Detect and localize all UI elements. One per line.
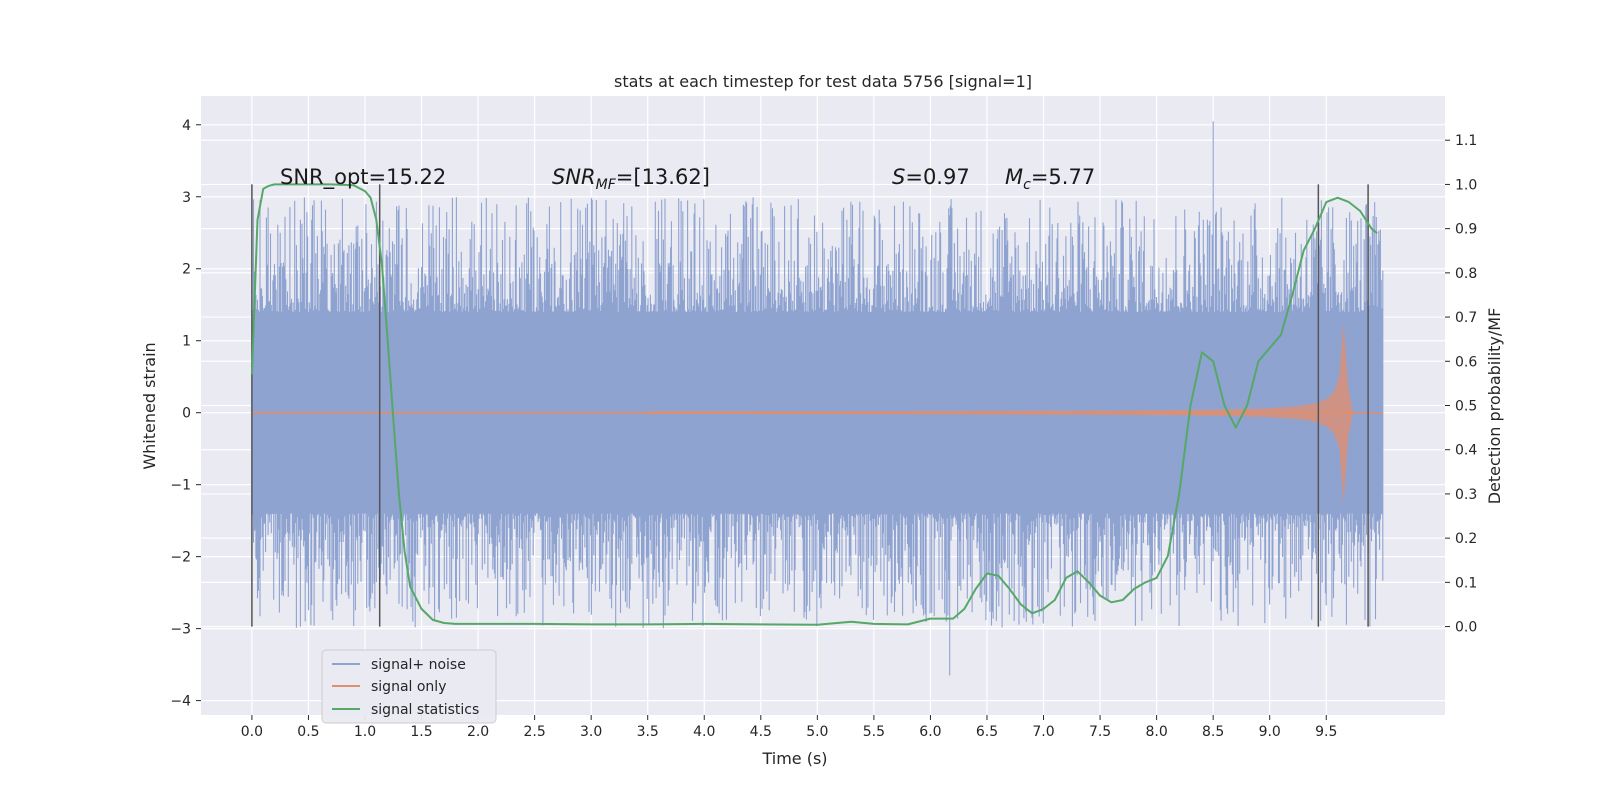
x-tick-label: 2.0 [467, 724, 489, 740]
statistics-line [250, 183, 1378, 626]
x-tick-label: 8.5 [1202, 724, 1224, 740]
y-right-tick-label: 1.1 [1455, 133, 1477, 149]
y-right-tick-label: 0.5 [1455, 399, 1477, 415]
y-tick-label: 1 [182, 334, 191, 350]
x-tick-label: 1.5 [410, 724, 432, 740]
x-tick-label: 8.0 [1145, 724, 1167, 740]
x-tick-label: 7.0 [1032, 724, 1054, 740]
y-right-tick-label: 0.4 [1455, 443, 1477, 459]
x-axis-ticks: 0.0 0.5 1.0 1.5 2.0 2.5 3.0 3.5 4.0 4.5 5.0 5.5 6.0 6… [241, 715, 1337, 740]
y-right-tick-label: 0.7 [1455, 310, 1477, 326]
y-tick-label: −3 [170, 622, 191, 638]
annotation-s: S=0.97 [892, 165, 970, 189]
y-right-tick-label: 0.2 [1455, 531, 1477, 547]
y-right-axis-label: Detection probability/MF [1485, 308, 1504, 505]
y-right-tick-label: 0.0 [1455, 620, 1477, 636]
y-right-axis-ticks: 1.1 1.0 0.9 0.8 0.7 0.6 0.5 0.4 0.3 0.2 0.1 0.0 [1445, 133, 1477, 636]
y-tick-label: 4 [182, 118, 191, 134]
vertical-markers [251, 184, 1369, 627]
y-right-tick-label: 0.6 [1455, 354, 1477, 370]
x-tick-label: 5.5 [863, 724, 885, 740]
x-tick-label: 3.5 [637, 724, 659, 740]
y-tick-label: 2 [182, 262, 191, 278]
x-tick-label: 0.0 [241, 724, 263, 740]
annotation-mc: Mc=5.77 [1005, 165, 1095, 193]
y-tick-label: −4 [170, 694, 191, 710]
chart-title: stats at each timestep for test data 575… [614, 72, 1032, 91]
legend-box [321, 649, 497, 724]
x-axis-label: Time (s) [761, 749, 827, 768]
legend-label-signal: signal only [371, 679, 446, 695]
x-tick-label: 6.0 [919, 724, 941, 740]
y-right-tick-label: 0.8 [1455, 266, 1477, 282]
y-right-tick-label: 0.9 [1455, 222, 1477, 238]
y-axis-ticks: 4 3 2 1 0 −1 −2 −3 −4 [170, 118, 201, 710]
legend: signal+ noise signal only signal statist… [321, 649, 497, 724]
y-right-tick-label: 1.0 [1455, 177, 1477, 193]
legend-label-noise: signal+ noise [371, 657, 466, 673]
x-tick-label: 2.5 [523, 724, 545, 740]
x-tick-label: 5.0 [806, 724, 828, 740]
y-tick-label: −1 [170, 478, 191, 494]
annotation-snr-opt: SNR_opt=15.22 [280, 165, 446, 190]
x-tick-label: 3.0 [580, 724, 602, 740]
x-tick-label: 4.5 [750, 724, 772, 740]
x-tick-label: 0.5 [297, 724, 319, 740]
x-tick-label: 1.0 [354, 724, 376, 740]
y-tick-label: −2 [170, 550, 191, 566]
y-axis-label: Whitened strain [140, 342, 159, 469]
x-tick-label: 6.5 [976, 724, 998, 740]
annotation-snr-mf: SNRMF=[13.62] [552, 165, 710, 193]
signal-statistics-series [250, 183, 1378, 626]
y-right-tick-label: 0.3 [1455, 487, 1477, 503]
x-tick-label: 7.5 [1089, 724, 1111, 740]
legend-label-stats: signal statistics [371, 702, 479, 718]
x-tick-label: 9.5 [1315, 724, 1337, 740]
signal-only-series [251, 323, 1383, 503]
x-tick-label: 4.0 [693, 724, 715, 740]
y-tick-label: 3 [182, 190, 191, 206]
y-right-tick-label: 0.1 [1455, 575, 1477, 591]
x-tick-label: 9.0 [1259, 724, 1281, 740]
y-tick-label: 0 [182, 406, 191, 422]
